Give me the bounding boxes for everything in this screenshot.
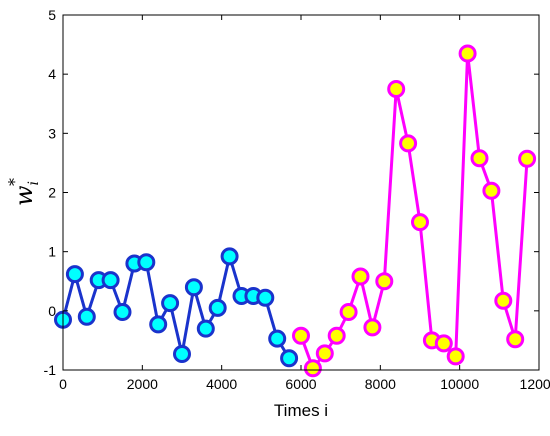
x-tick-label: 2000 — [127, 376, 158, 392]
series-1-point — [149, 315, 168, 334]
series-1-point — [184, 278, 203, 297]
series-2-point — [470, 149, 489, 168]
series-2-point — [292, 326, 310, 345]
series-2-point — [327, 326, 346, 345]
series-1-point — [256, 288, 275, 307]
series-1-point — [161, 294, 180, 313]
y-axis-label: wi* — [5, 178, 42, 206]
series-2-point — [315, 344, 334, 363]
y-axis-label-sup: * — [5, 178, 24, 186]
y-tick-label: 5 — [48, 7, 56, 23]
series-1-point — [101, 271, 120, 290]
y-axis-label-sub: i — [26, 181, 42, 185]
series-1-point — [280, 349, 299, 368]
series-2-point — [351, 267, 370, 286]
series-2-point — [446, 347, 465, 366]
series-2-point — [434, 334, 453, 353]
series-2-point — [387, 80, 406, 98]
x-tick-label: 6000 — [285, 376, 316, 392]
series-1-point — [137, 253, 156, 272]
series-2-point — [339, 303, 358, 321]
series-2-point — [411, 213, 429, 232]
series-2-point — [458, 44, 477, 63]
x-tick-label: 12000 — [520, 376, 550, 392]
y-tick-label: 1 — [48, 244, 56, 260]
y-tick-label: 4 — [48, 66, 56, 82]
x-tick-label: 4000 — [206, 376, 237, 392]
series-2-point — [518, 149, 537, 168]
y-tick-label: 3 — [48, 125, 56, 141]
x-tick-label: 10000 — [440, 376, 479, 392]
series-1-point — [77, 307, 96, 326]
series-2-line — [299, 52, 529, 370]
series-1-point — [220, 247, 239, 266]
series-2-point — [363, 318, 382, 337]
series-1-point — [196, 319, 215, 338]
x-axis-label: Times i — [274, 401, 328, 420]
y-axis-label-base: w — [10, 185, 38, 206]
series-1-point — [173, 345, 191, 363]
series-2-point — [375, 272, 394, 291]
series-2-point — [303, 359, 322, 378]
series-2-point — [494, 291, 513, 310]
x-tick-label: 8000 — [365, 376, 396, 392]
y-tick-label: -1 — [44, 362, 57, 378]
x-tick-label: 0 — [59, 376, 67, 392]
series-1-point — [65, 265, 84, 284]
series-1-point — [268, 329, 287, 348]
series-2-point — [482, 181, 501, 200]
y-tick-label: 2 — [48, 185, 56, 201]
series-2-point — [399, 134, 418, 153]
series-1-point — [113, 303, 132, 321]
series-layer — [54, 44, 537, 378]
y-tick-label: 0 — [48, 303, 56, 319]
series-2-point — [506, 330, 525, 349]
series-1-point — [208, 298, 227, 317]
